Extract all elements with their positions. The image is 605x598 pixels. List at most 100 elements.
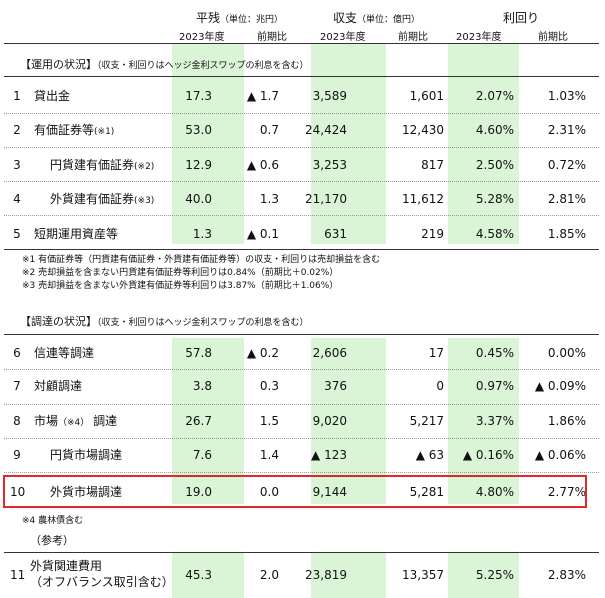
balance-value: 26.7 xyxy=(185,414,212,428)
income-change: 1,601 xyxy=(409,89,444,103)
income-value: 2,606 xyxy=(312,346,347,360)
balance-value: 12.9 xyxy=(185,158,212,172)
reference-label-line2: （オフバランス取引含む） xyxy=(30,575,174,589)
balance-header-title: 平残 xyxy=(196,11,221,25)
row-label-suffix: 調達 xyxy=(89,414,118,428)
balance-value: 53.0 xyxy=(185,123,212,137)
section1-divider xyxy=(4,76,599,77)
income-header-unit: （単位：億円） xyxy=(357,15,421,25)
income-change: ▲ 63 xyxy=(415,448,444,462)
table-row: 1 貸出金 17.3 ▲ 1.7 3,589 1,601 2.07% 1.03% xyxy=(0,81,605,111)
row-label: 外貨市場調達 xyxy=(50,477,122,507)
row-divider xyxy=(4,147,599,148)
yield-column-bg xyxy=(448,44,519,244)
footnote-3: ※3 売却損益を含まない外貨建有価証券等利回りは3.87%（前期比＋1.06%） xyxy=(22,281,339,291)
yield-change: 2.77% xyxy=(547,485,586,499)
balance-change: 1.3 xyxy=(259,192,279,206)
table-row: 5 短期運用資産等 1.3 ▲ 0.1 631 219 4.58% 1.85% xyxy=(0,219,605,249)
section-title-investment-text: 【運用の状況】 xyxy=(20,58,97,71)
table-row: 8 市場（※4） 調達 26.7 1.5 9,020 5,217 3.37% 1… xyxy=(0,406,605,436)
yield-value: 0.45% xyxy=(475,346,514,360)
yield-value: ▲ 0.16% xyxy=(462,448,514,462)
subheader-balance-year: 2023年度 xyxy=(179,32,225,43)
row-divider xyxy=(4,215,599,216)
subheader-income-change: 前期比 xyxy=(398,32,428,43)
balance-change: 0.3 xyxy=(259,379,279,393)
balance-change: 0.7 xyxy=(259,123,279,137)
balance-change: ▲ 1.7 xyxy=(246,89,279,103)
yield-change: ▲ 0.09% xyxy=(534,379,586,393)
row-label: 有価証券等(※1) xyxy=(34,115,114,147)
yield-change: 1.86% xyxy=(547,414,586,428)
row-number: 7 xyxy=(13,379,21,393)
balance-change: 1.5 xyxy=(259,414,279,428)
balance-change: 1.4 xyxy=(259,448,279,462)
header-divider xyxy=(4,43,599,44)
balance-value: 3.8 xyxy=(192,379,212,393)
income-change: 5,281 xyxy=(409,485,444,499)
row-number: 1 xyxy=(13,89,21,103)
row-number: 6 xyxy=(13,346,21,360)
balance-column-bg xyxy=(172,44,244,244)
income-change: 817 xyxy=(421,158,444,172)
table-row: 9 円貨市場調達 7.6 1.4 ▲ 123 ▲ 63 ▲ 0.16% ▲ 0.… xyxy=(0,440,605,470)
section1-bottom-divider xyxy=(4,249,599,250)
section-note-investment: （収支・利回りはヘッジ金利スワップの利息を含む） xyxy=(97,61,309,71)
row-number: 9 xyxy=(13,448,21,462)
yield-change: 0.72% xyxy=(547,158,586,172)
income-value: 9,144 xyxy=(312,485,347,499)
table-row: 2 有価証券等(※1) 53.0 0.7 24,424 12,430 4.60%… xyxy=(0,115,605,145)
balance-value: 40.0 xyxy=(185,192,212,206)
row-label-text: 対顧調達 xyxy=(34,379,83,393)
income-value: ▲ 123 xyxy=(311,448,347,462)
row-divider xyxy=(4,113,599,114)
row-label-note: （※4） xyxy=(58,418,90,428)
row-label: 対顧調達 xyxy=(34,371,82,401)
reference-title: （参考） xyxy=(30,534,74,547)
yield-change: ▲ 0.06% xyxy=(534,448,586,462)
row-number: 5 xyxy=(13,227,21,241)
yield-value: 0.97% xyxy=(475,379,514,393)
yield-value: 4.80% xyxy=(475,485,514,499)
section-title-investment: 【運用の状況】（収支・利回りはヘッジ金利スワップの利息を含む） xyxy=(20,56,309,72)
row-number: 4 xyxy=(13,192,21,206)
income-value: 3,589 xyxy=(312,89,347,103)
income-change: 12,430 xyxy=(402,123,444,137)
row-label: 外貨建有価証券(※3) xyxy=(50,184,154,216)
yield-change: 2.31% xyxy=(547,123,586,137)
subheader-balance-change: 前期比 xyxy=(257,32,287,43)
row-divider xyxy=(4,404,599,405)
income-change: 11,612 xyxy=(402,192,444,206)
row-label-note: (※1) xyxy=(94,127,115,137)
row-number: 11 xyxy=(10,568,26,582)
section-title-funding-text: 【調達の状況】 xyxy=(20,315,97,328)
balance-value: 1.3 xyxy=(192,227,212,241)
income-column-bg-3 xyxy=(311,553,386,598)
balance-header: 平残（単位：兆円） xyxy=(196,9,283,26)
footnote-1: ※1 有価証券等（円貨建有価証券・外貨建有価証券等）の収支・利回りは売却損益を含… xyxy=(22,255,381,265)
row-label: 円貨建有価証券(※2) xyxy=(50,150,154,182)
yield-value: 4.58% xyxy=(475,227,514,241)
row-label-text: 外貨建有価証券 xyxy=(50,192,135,206)
row-label-text: 貸出金 xyxy=(34,89,71,103)
section-title-funding: 【調達の状況】（収支・利回りはヘッジ金利スワップの利息を含む） xyxy=(20,313,309,329)
yield-change: 2.81% xyxy=(547,192,586,206)
row-label-text: 円貨建有価証券 xyxy=(50,158,135,172)
section-note-funding: （収支・利回りはヘッジ金利スワップの利息を含む） xyxy=(97,318,309,328)
row-label: 貸出金 xyxy=(34,81,70,111)
balance-change: ▲ 0.2 xyxy=(246,346,279,360)
footnote-2: ※2 売却損益を含まない円貨建有価証券等利回りは0.84%（前期比＋0.02%） xyxy=(22,268,339,278)
reference-divider xyxy=(4,552,599,553)
table-row: 7 対顧調達 3.8 0.3 376 0 0.97% ▲ 0.09% xyxy=(0,371,605,401)
income-change: 13,357 xyxy=(402,568,444,582)
income-change: 17 xyxy=(428,346,444,360)
income-header-title: 収支 xyxy=(333,11,358,25)
yield-column-bg-3 xyxy=(448,553,519,598)
row-label: 信連等調達 xyxy=(34,338,94,368)
reference-label-line1: 外貨関連費用 xyxy=(30,559,103,573)
table-row-reference: 11 45.3 2.0 23,819 13,357 5.25% 2.83% xyxy=(0,557,605,593)
yield-header: 利回り xyxy=(503,9,539,26)
balance-header-unit: （単位：兆円） xyxy=(220,15,284,25)
yield-value: 5.25% xyxy=(475,568,514,582)
table-row: 4 外貨建有価証券(※3) 40.0 1.3 21,170 11,612 5.2… xyxy=(0,184,605,214)
